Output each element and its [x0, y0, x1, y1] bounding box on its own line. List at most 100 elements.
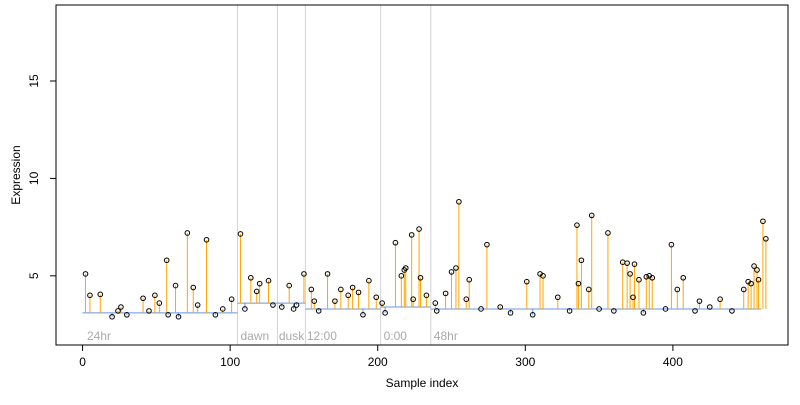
data-point [156, 300, 163, 306]
data-point [624, 260, 630, 266]
baseline-segments [82, 302, 762, 314]
data-point [484, 241, 490, 248]
data-point [366, 277, 372, 284]
y-tick-label: 15 [27, 74, 41, 88]
data-point [349, 284, 356, 291]
data-points [82, 198, 769, 320]
data-point [392, 239, 399, 246]
data-point [175, 313, 182, 320]
data-point [360, 311, 366, 318]
x-tick-label: 200 [368, 355, 388, 369]
data-point [293, 302, 300, 308]
data-point [315, 308, 322, 314]
data-point [373, 294, 380, 301]
region-label: dusk [279, 329, 305, 343]
data-point [140, 295, 146, 302]
data-point [345, 292, 352, 299]
data-point [82, 271, 89, 277]
data-point [748, 280, 754, 287]
stems [85, 201, 767, 317]
data-point [442, 290, 449, 297]
data-point [456, 198, 462, 205]
data-point [575, 280, 582, 287]
data-point [301, 271, 307, 277]
axis-ticks: 0 100 200 300 400 5 10 15 [27, 74, 683, 369]
region-label: 12:00 [307, 329, 337, 343]
data-point [680, 274, 687, 281]
data-point [578, 257, 585, 264]
data-point [529, 311, 536, 318]
data-point [410, 296, 416, 303]
data-point [416, 226, 422, 232]
data-point [219, 306, 226, 312]
data-point [729, 308, 735, 314]
x-tick-label: 0 [79, 355, 86, 369]
data-point [87, 292, 93, 299]
data-point [332, 298, 338, 304]
data-point [466, 276, 473, 283]
data-point [692, 308, 698, 314]
data-point [540, 273, 546, 279]
data-point [270, 302, 276, 308]
data-point [203, 236, 210, 243]
data-point [627, 271, 633, 277]
x-tick-label: 400 [663, 355, 683, 369]
data-point [286, 282, 292, 289]
data-point [402, 265, 409, 271]
data-point [237, 231, 244, 237]
data-point [554, 294, 561, 301]
data-point [507, 310, 514, 316]
data-point [194, 302, 201, 308]
data-point [717, 296, 723, 303]
region-label: dawn [240, 329, 269, 343]
data-point [755, 276, 762, 283]
data-point [417, 274, 424, 281]
data-point [566, 308, 573, 314]
data-point [115, 308, 121, 314]
data-point [760, 218, 766, 225]
data-point [398, 273, 405, 279]
region-label: 0:00 [384, 329, 408, 343]
data-point [696, 298, 703, 304]
data-point [253, 288, 260, 295]
data-point [432, 300, 439, 306]
data-point [631, 261, 638, 267]
data-point [190, 284, 197, 291]
data-point [630, 294, 636, 301]
data-point [662, 306, 669, 312]
data-point [763, 236, 769, 242]
y-axis-label: Expression [9, 145, 23, 204]
data-point [290, 306, 297, 312]
data-point [163, 257, 170, 264]
data-point [751, 263, 757, 269]
plot-frame [55, 4, 789, 346]
data-point [523, 278, 530, 285]
data-point [574, 222, 580, 228]
data-point [308, 286, 315, 293]
data-point [640, 310, 647, 316]
data-point [453, 265, 459, 271]
data-point [278, 304, 285, 310]
data-point [172, 282, 179, 289]
data-point [382, 310, 388, 316]
data-point [248, 274, 254, 281]
region-separators [237, 5, 432, 345]
data-point [433, 308, 440, 314]
data-point [463, 296, 470, 303]
data-point [152, 292, 158, 299]
region-label: 24hr [87, 329, 111, 343]
data-point [643, 274, 650, 280]
data-point [596, 306, 602, 312]
data-point [338, 286, 344, 293]
data-point [408, 232, 415, 238]
data-point [588, 212, 595, 219]
data-point [754, 267, 760, 273]
data-point [674, 286, 681, 293]
data-point [497, 304, 504, 310]
data-point [740, 286, 747, 293]
data-point [212, 311, 219, 318]
data-point [109, 313, 115, 320]
x-tick-label: 100 [220, 355, 240, 369]
x-axis-label: Sample index [386, 376, 459, 390]
